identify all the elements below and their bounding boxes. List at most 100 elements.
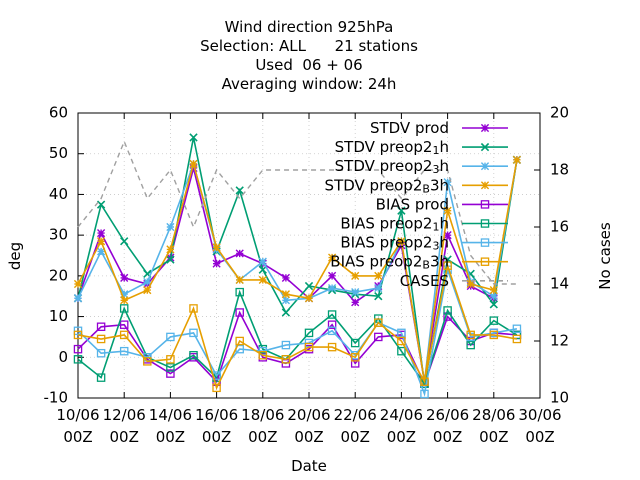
- x-tick-label-date: 22/06: [334, 406, 377, 424]
- y-axis-right: 10 12 14 16 18 20: [534, 104, 569, 407]
- data-point: [120, 273, 129, 282]
- y2-tick-label: 18: [550, 161, 569, 179]
- data-point: [258, 275, 267, 285]
- x-tick-label-date: 20/06: [287, 406, 330, 424]
- data-point: [420, 377, 429, 386]
- data-point: [143, 286, 152, 295]
- data-point: [96, 322, 106, 331]
- legend-label: STDV preop23h: [335, 157, 449, 177]
- data-point: [350, 338, 360, 348]
- title-line: Wind direction 925hPa: [225, 18, 394, 36]
- data-point: [443, 306, 452, 315]
- data-point: [281, 290, 290, 299]
- data-point: [480, 238, 490, 247]
- data-point: [374, 283, 383, 293]
- data-point: [235, 308, 244, 317]
- data-point: [212, 259, 221, 268]
- data-point: [212, 243, 221, 252]
- x-tick-label-time: 00Z: [525, 428, 554, 446]
- y-tick-label: 20: [49, 266, 68, 284]
- data-point: [235, 336, 244, 346]
- data-point: [328, 271, 337, 280]
- legend-entry: STDV prod: [370, 119, 508, 137]
- x-tick-label-time: 00Z: [433, 428, 462, 446]
- data-point: [119, 330, 129, 340]
- legend-label: BIAS prod: [376, 195, 449, 213]
- x-tick-label-date: 24/06: [380, 406, 423, 424]
- x-tick-label-time: 00Z: [294, 428, 323, 446]
- y-tick-label: 60: [49, 104, 68, 122]
- data-point: [235, 287, 244, 297]
- data-point: [480, 257, 490, 266]
- legend-label: BIAS preop21h: [340, 214, 449, 234]
- data-point: [466, 279, 475, 289]
- legend-entry: STDV preop21h: [335, 138, 508, 157]
- data-point: [235, 186, 244, 195]
- x-axis: 10/06 00Z 12/06 00Z 14/06 00Z 16/06 00Z 18/06 00Z…: [56, 113, 562, 446]
- data-point: [166, 363, 175, 372]
- y2-axis-label: No cases: [596, 222, 614, 290]
- x-tick-label-date: 14/06: [149, 406, 192, 424]
- data-point: [304, 294, 314, 303]
- data-point: [189, 133, 198, 142]
- data-point: [351, 298, 360, 307]
- y2-tick-label: 12: [550, 332, 569, 350]
- data-point: [281, 273, 290, 282]
- x-tick-label-time: 00Z: [202, 428, 231, 446]
- data-point: [189, 328, 198, 338]
- data-point: [97, 237, 106, 246]
- data-point: [258, 257, 267, 266]
- title-line: Used 06 + 06: [255, 56, 362, 74]
- data-point: [489, 292, 498, 301]
- x-tick-label-date: 26/06: [426, 406, 469, 424]
- legend-label: STDV preop2B3h: [325, 176, 449, 196]
- y-tick-label: 0: [58, 348, 68, 366]
- data-point: [351, 288, 360, 297]
- y2-tick-label: 14: [550, 275, 569, 293]
- data-point: [328, 253, 337, 262]
- legend-entry: BIAS preop2B3h: [330, 252, 508, 272]
- data-point: [235, 275, 244, 285]
- data-point: [281, 296, 290, 305]
- data-point: [97, 247, 106, 256]
- data-point: [96, 200, 106, 209]
- data-point: [120, 290, 129, 299]
- data-point: [189, 350, 198, 360]
- data-point: [235, 249, 244, 258]
- data-point: [166, 332, 175, 342]
- y2-tick-label: 10: [550, 389, 569, 407]
- data-point: [327, 326, 337, 336]
- data-point: [512, 334, 522, 344]
- legend-label: CASES: [400, 271, 449, 289]
- series-lines: [73, 133, 522, 399]
- data-point: [73, 355, 83, 364]
- legend-entry: STDV preop2B3h: [325, 176, 508, 196]
- x-tick-label-time: 00Z: [156, 428, 185, 446]
- series-line: [77, 289, 518, 386]
- data-point: [304, 328, 314, 338]
- data-point: [512, 155, 521, 164]
- data-point: [166, 255, 175, 264]
- data-point: [374, 292, 383, 301]
- data-point: [350, 359, 360, 368]
- data-point: [143, 277, 152, 287]
- data-point: [480, 123, 490, 133]
- x-tick-label-date: 30/06: [518, 406, 561, 424]
- x-tick-label-time: 00Z: [479, 428, 508, 446]
- data-point: [120, 296, 129, 305]
- data-point: [466, 330, 475, 340]
- data-point: [258, 265, 267, 274]
- x-tick-label-date: 18/06: [241, 406, 284, 424]
- series-5: [73, 287, 522, 388]
- data-point: [466, 340, 475, 350]
- series-line: [77, 159, 518, 382]
- data-point: [304, 281, 314, 291]
- y-tick-label: 10: [49, 307, 68, 325]
- legend-entry: BIAS preop23h: [340, 233, 508, 253]
- data-point: [480, 142, 490, 152]
- series-line: [77, 159, 518, 382]
- y-axis-label: deg: [6, 242, 24, 270]
- y-tick-label: -10: [44, 389, 69, 407]
- legend-entry: BIAS preop21h: [340, 214, 508, 234]
